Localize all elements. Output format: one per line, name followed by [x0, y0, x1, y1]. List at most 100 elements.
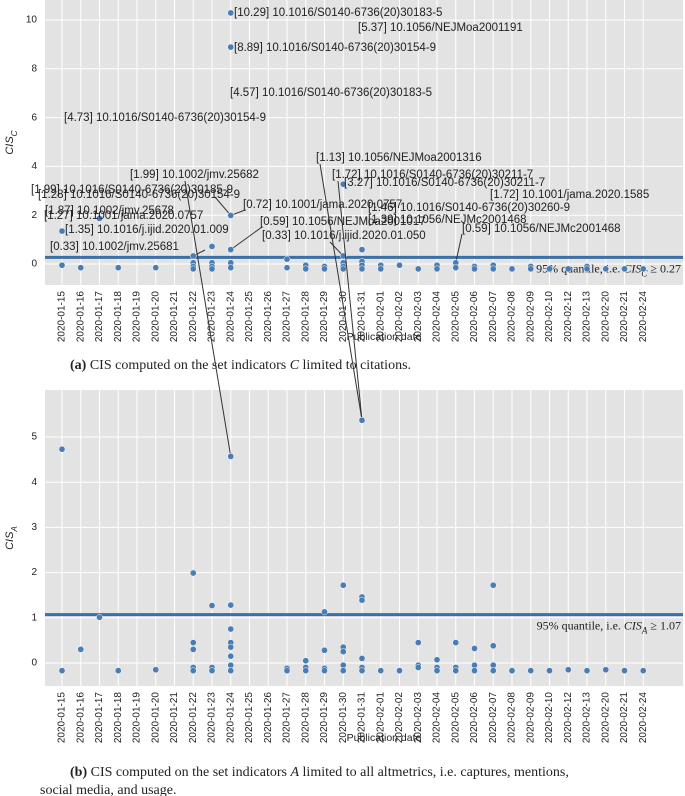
x-tick-label: 2020-01-19	[132, 692, 143, 744]
x-tick-label: 2020-02-04	[432, 291, 443, 343]
data-point	[414, 664, 422, 671]
annotation: [0.33] 10.1002/jmv.25681	[50, 241, 179, 253]
data-point	[283, 667, 291, 674]
x-tick-label: 2020-02-13	[582, 291, 593, 343]
annotation: [4.73] 10.1016/S0140-6736(20)30154-9	[64, 112, 266, 124]
data-point	[208, 667, 216, 674]
data-point	[471, 667, 478, 674]
y-axis-label: CISA	[4, 526, 19, 550]
x-tick-label: 2020-01-26	[263, 692, 274, 744]
y-tick-label: 5	[31, 432, 37, 443]
x-axis-label: Publication date	[347, 331, 422, 343]
x-tick-label: 2020-01-24	[225, 692, 236, 744]
data-point	[414, 639, 422, 646]
text-part: A	[641, 626, 648, 636]
data-point	[96, 613, 103, 621]
y-tick-label: 10	[26, 15, 38, 26]
x-tick-label: 2020-01-23	[207, 692, 218, 744]
data-point	[227, 246, 235, 253]
data-point	[227, 453, 235, 460]
annotation: [1.99] 10.1016/S0140-6736(20)30185-9	[31, 184, 233, 196]
data-point	[227, 212, 235, 219]
data-point	[227, 667, 235, 674]
x-tick-label: 2020-02-08	[507, 692, 518, 744]
x-tick-label: 2020-02-20	[600, 692, 611, 744]
y-tick-label: 2	[31, 210, 37, 221]
x-tick-label: 2020-02-10	[544, 692, 555, 744]
annotation: [3.27] 10.1016/S0140-6736(20)30211-7	[344, 177, 545, 189]
x-tick-label: 2020-02-05	[450, 692, 461, 744]
x-tick-label: 2020-02-13	[582, 692, 593, 744]
data-point	[189, 265, 197, 273]
x-tick-label: 2020-01-26	[263, 291, 274, 343]
data-point	[433, 667, 441, 674]
data-point	[564, 265, 572, 273]
text-part: A	[10, 526, 19, 533]
data-point	[583, 667, 591, 674]
x-tick-label: 2020-02-24	[638, 291, 649, 343]
threshold-label: 95% quantile, i.e. CISC ≥ 0.27	[536, 261, 681, 278]
data-point	[358, 655, 366, 662]
data-point	[58, 667, 66, 674]
data-point	[602, 265, 610, 273]
annotation: [0.59] 10.1056/NEJMc2001468	[462, 223, 621, 235]
data-point	[227, 601, 235, 609]
data-point	[602, 666, 610, 674]
data-point	[208, 602, 216, 609]
x-tick-label: 2020-01-29	[319, 291, 330, 343]
data-point	[489, 642, 497, 650]
data-point	[339, 581, 347, 589]
annotation: [0.72] 10.1001/jama.2020.0757	[243, 199, 402, 211]
data-point	[621, 265, 628, 273]
x-axis-label: Publication date	[347, 732, 422, 744]
annotation-arrow	[455, 233, 463, 263]
data-point	[489, 265, 497, 273]
y-tick-label: 1	[31, 612, 37, 623]
x-tick-label: 2020-01-28	[300, 291, 311, 343]
text-part: CIS	[4, 531, 16, 550]
text-part: social media, and usage.	[40, 783, 176, 796]
data-point	[283, 255, 291, 263]
x-tick-label: 2020-01-30	[338, 291, 349, 343]
data-point	[396, 667, 403, 674]
text-part: limited to all altmetrics, i.e. captures…	[299, 765, 569, 780]
text-part: CIS	[624, 618, 642, 632]
data-point	[189, 667, 197, 674]
x-tick-label: 2020-02-07	[488, 692, 499, 744]
annotation: [8.89] 10.1016/S0140-6736(20)30154-9	[234, 42, 436, 54]
x-tick-label: 2020-02-12	[563, 291, 574, 343]
x-tick-label: 2020-02-03	[413, 291, 424, 343]
x-tick-label: 2020-01-30	[338, 692, 349, 744]
data-point	[339, 252, 347, 260]
x-tick-label: 2020-02-09	[525, 692, 536, 744]
data-point	[639, 667, 647, 674]
annotation: [1.72] 10.1016/S0140-6736(20)30211-7	[332, 169, 533, 181]
x-tick-label: 2020-01-27	[282, 291, 293, 343]
annotation: [1.46] 10.1016/S0140-6736(20)30260-9	[368, 202, 570, 214]
annotation-arrow	[230, 226, 263, 251]
data-point	[377, 667, 385, 674]
x-tick-label: 2020-01-28	[300, 692, 311, 744]
text-part: CIS	[623, 261, 641, 275]
x-tick-label: 2020-02-05	[450, 291, 461, 343]
x-tick-label: 2020-02-12	[563, 692, 574, 744]
y-tick-label: 4	[31, 477, 37, 488]
y-tick-label: 8	[31, 63, 37, 74]
x-tick-label: 2020-01-25	[244, 291, 255, 343]
annotation: [1.87] 10.1002/jmv.25678	[45, 205, 174, 217]
data-point	[471, 645, 478, 652]
data-point	[189, 639, 197, 646]
text-part: (a)	[70, 358, 87, 373]
x-tick-label: 2020-01-20	[150, 291, 161, 343]
x-tick-label: 2020-01-22	[188, 692, 199, 744]
x-tick-label: 2020-02-07	[488, 291, 499, 343]
x-tick-label: 2020-01-15	[57, 291, 68, 343]
data-point	[358, 246, 366, 253]
data-point	[358, 596, 366, 604]
caption: (b) CIS computed on the set indicators A…	[70, 765, 569, 780]
data-point	[583, 265, 591, 273]
text-part: CIS computed on the set indicators	[87, 765, 290, 780]
x-tick-label: 2020-01-25	[244, 692, 255, 744]
data-point	[114, 264, 122, 272]
